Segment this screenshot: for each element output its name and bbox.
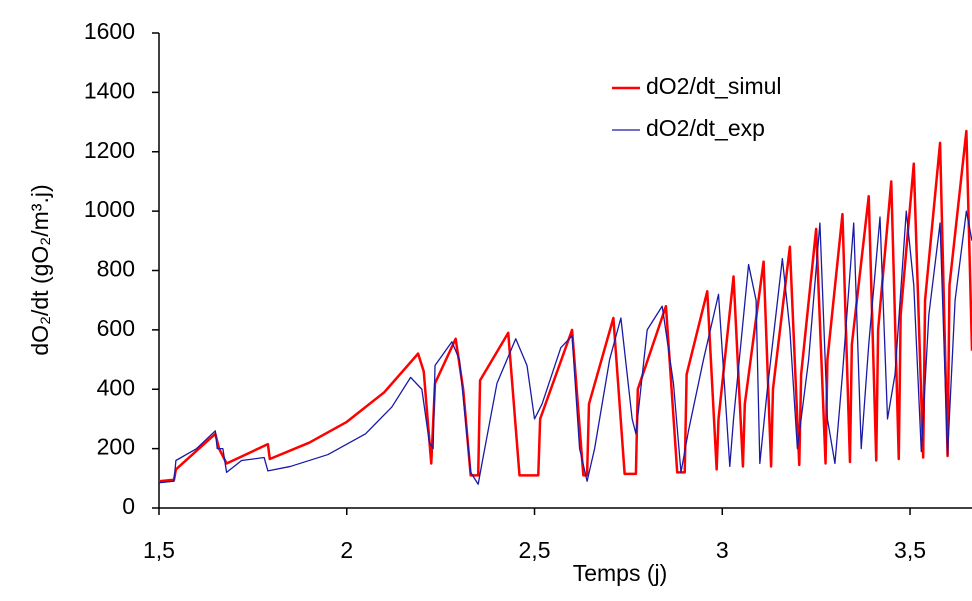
- x-tick-label: 3,5: [894, 537, 926, 563]
- data-line: [158, 129, 972, 483]
- y-tick-label: 200: [97, 434, 135, 460]
- y-tick-label: 600: [97, 315, 135, 341]
- y-tick-label: 1400: [84, 77, 135, 103]
- x-axis-label: Temps (j): [573, 560, 668, 586]
- y-tick-label: 0: [122, 493, 135, 519]
- y-tick-label: 1600: [84, 18, 135, 44]
- x-tick-label: 3: [716, 537, 729, 563]
- x-tick-label: 1,5: [143, 537, 175, 563]
- y-tick-label: 1200: [84, 137, 135, 163]
- x-tick-label: 2: [340, 537, 353, 563]
- x-tick-label: 2,5: [519, 537, 551, 563]
- y-tick-label: 1000: [84, 196, 135, 222]
- legend-label: dO2/dt_simul: [646, 73, 782, 99]
- y-tick-label: 400: [97, 374, 135, 400]
- y-axis-label: dO₂/dt (gO₂/m³.j): [27, 184, 53, 355]
- y-tick-label: 800: [97, 256, 135, 282]
- legend-label: dO2/dt_exp: [646, 115, 765, 141]
- data-line: [158, 210, 972, 485]
